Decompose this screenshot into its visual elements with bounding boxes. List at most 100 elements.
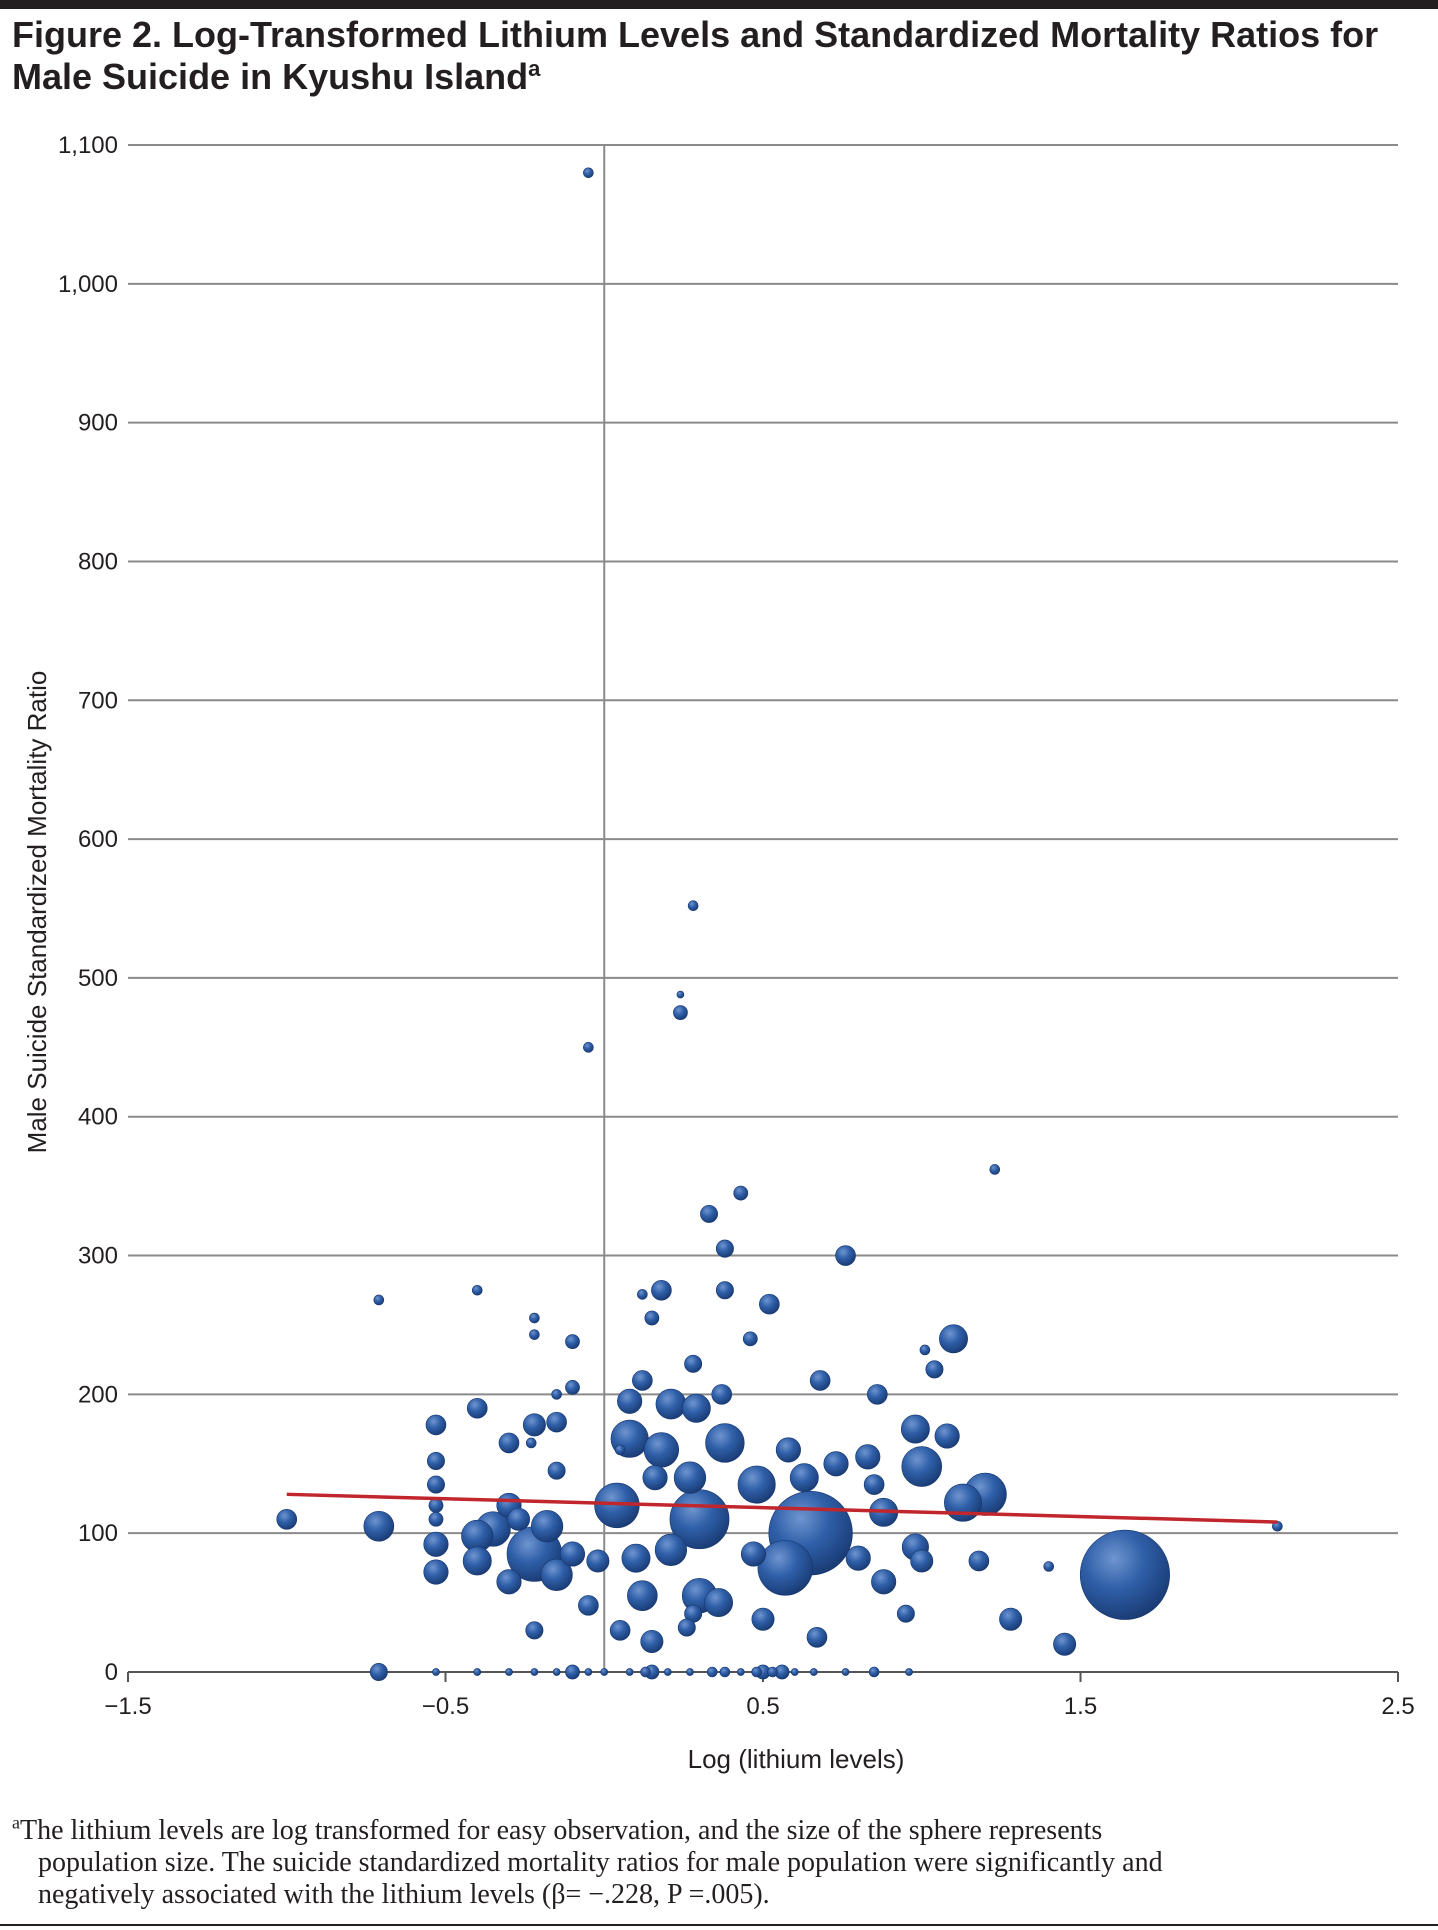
- data-point: [868, 1666, 880, 1678]
- y-tick-label: 600: [78, 826, 118, 853]
- data-point: [687, 900, 699, 912]
- footnote-marker: a: [12, 1812, 20, 1833]
- data-point: [507, 1507, 531, 1531]
- data-point: [767, 1666, 778, 1678]
- regression-line: [286, 1492, 1278, 1524]
- figure-title: Figure 2. Log-Transformed Lithium Levels…: [12, 14, 1412, 98]
- data-point: [471, 1284, 483, 1296]
- data-point: [432, 1668, 440, 1676]
- x-tick-labels: −1.5 −0.5 0.5 1.5 2.5: [104, 1672, 1415, 1720]
- data-point: [905, 1668, 913, 1676]
- data-point: [733, 1185, 749, 1201]
- data-point: [609, 1620, 631, 1641]
- data-point: [583, 167, 594, 179]
- data-point: [866, 1384, 888, 1405]
- y-tick-label: 500: [78, 965, 118, 992]
- data-point: [742, 1331, 758, 1347]
- data-point: [583, 1042, 594, 1053]
- data-point: [578, 1595, 599, 1616]
- data-point: [910, 1549, 934, 1573]
- data-point: [790, 1668, 799, 1676]
- data-point: [640, 1666, 651, 1678]
- data-point: [751, 1607, 775, 1631]
- data-point: [700, 1204, 718, 1223]
- data-point: [686, 1668, 694, 1676]
- data-point: [871, 1569, 897, 1595]
- footnote-line-2: population size. The suicide standardize…: [38, 1847, 1163, 1878]
- bottom-rule: [0, 1924, 1438, 1926]
- data-point: [855, 1444, 881, 1470]
- data-point: [835, 1245, 856, 1266]
- regression-line-group: [286, 1492, 1278, 1524]
- data-point: [740, 1541, 767, 1567]
- data-point: [530, 1668, 539, 1676]
- data-point: [823, 1451, 849, 1477]
- data-point: [600, 1668, 609, 1676]
- data-point: [625, 1668, 634, 1676]
- data-point: [276, 1509, 298, 1530]
- x-tick-label: −0.5: [422, 1693, 469, 1720]
- data-point: [737, 1465, 776, 1504]
- figure-title-text: Figure 2. Log-Transformed Lithium Levels…: [12, 14, 1379, 97]
- data-point: [565, 1664, 580, 1680]
- data-point: [841, 1668, 850, 1676]
- data-point: [466, 1397, 488, 1419]
- data-point: [423, 1559, 449, 1585]
- data-point: [565, 1334, 580, 1349]
- top-rule: [0, 0, 1438, 9]
- y-axis-title: Male Suicide Standardized Mortality Rati…: [22, 671, 52, 1154]
- data-point: [530, 1510, 564, 1543]
- data-point: [775, 1437, 801, 1463]
- data-point: [736, 1668, 745, 1676]
- data-point: [547, 1461, 566, 1480]
- data-point: [939, 1324, 968, 1354]
- data-point: [719, 1666, 731, 1678]
- data-point: [663, 1668, 672, 1676]
- y-tick-labels: 0 100 200 300 400 500 600 700 800 900 1,000 1,100: [58, 132, 118, 1686]
- data-point: [427, 1452, 445, 1470]
- data-point: [637, 1289, 648, 1300]
- data-point: [369, 1663, 388, 1681]
- data-point: [529, 1312, 540, 1324]
- data-point: [496, 1569, 522, 1595]
- data-point: [757, 1540, 813, 1596]
- data-point: [1053, 1632, 1077, 1656]
- data-point: [363, 1510, 395, 1542]
- data-point: [901, 1446, 943, 1487]
- data-point: [863, 1474, 885, 1495]
- data-point: [944, 1483, 983, 1522]
- figure-title-superscript: a: [528, 56, 541, 81]
- data-point: [789, 1463, 819, 1493]
- data-point: [428, 1511, 444, 1527]
- footnote-line-1: aThe lithium levels are log transformed …: [12, 1812, 1422, 1847]
- data-point: [715, 1239, 734, 1258]
- data-point: [896, 1604, 915, 1623]
- data-point: [806, 1626, 828, 1648]
- data-point: [673, 1461, 707, 1494]
- data-point: [989, 1164, 1001, 1175]
- data-point: [584, 1668, 593, 1676]
- data-point: [586, 1549, 610, 1573]
- data-point: [809, 1668, 818, 1676]
- data-point: [614, 1444, 626, 1456]
- data-point: [651, 1279, 672, 1301]
- data-point: [617, 1388, 643, 1414]
- data-point: [968, 1550, 990, 1572]
- y-tick-label: 800: [78, 548, 118, 575]
- data-point: [655, 1388, 687, 1420]
- data-point: [704, 1588, 733, 1618]
- gridlines: [128, 144, 1398, 1673]
- data-point: [684, 1354, 703, 1373]
- data-point: [654, 1533, 688, 1566]
- data-point: [751, 1666, 762, 1678]
- x-tick-label: 2.5: [1381, 1693, 1414, 1720]
- data-point: [565, 1380, 580, 1395]
- y-tick-label: 900: [78, 410, 118, 437]
- footnote-line-1-text: The lithium levels are log transformed f…: [20, 1815, 1103, 1846]
- data-point: [925, 1360, 944, 1379]
- data-point: [632, 1370, 653, 1391]
- data-point: [673, 1005, 688, 1020]
- y-tick-label: 1,100: [58, 132, 118, 159]
- y-tick-label: 200: [78, 1381, 118, 1408]
- data-points: [276, 167, 1283, 1681]
